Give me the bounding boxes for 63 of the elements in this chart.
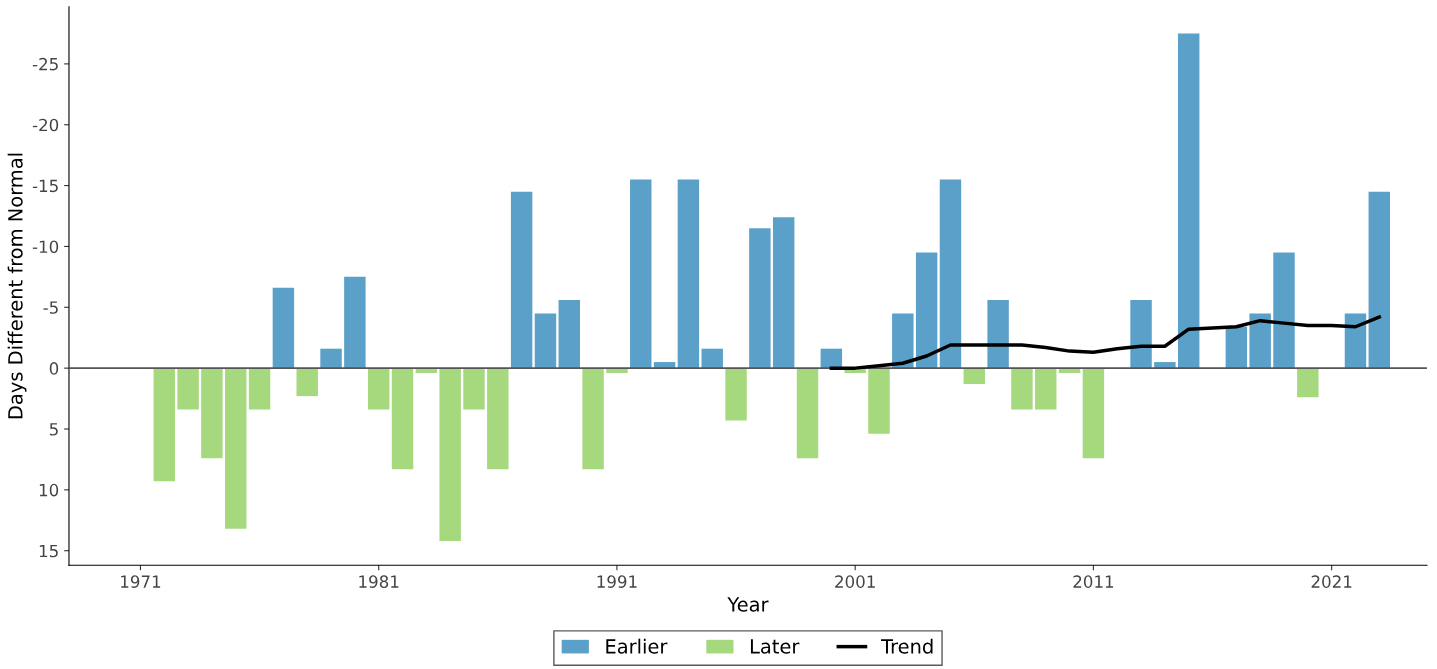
x-tick-label: 2001	[835, 575, 875, 588]
bar	[939, 179, 962, 369]
bar	[1130, 299, 1152, 369]
bar	[344, 276, 366, 369]
x-tick-label: 1991	[597, 575, 637, 588]
bar	[510, 191, 533, 369]
legend-label: Trend	[881, 638, 933, 654]
bar	[1225, 326, 1248, 369]
bar	[725, 368, 747, 421]
y-tick-label: 15	[39, 544, 58, 558]
bar	[1344, 313, 1367, 369]
bar	[367, 368, 390, 410]
bar	[558, 299, 580, 369]
bar	[534, 313, 557, 369]
bar	[391, 368, 414, 470]
bar	[177, 368, 199, 410]
bar	[1249, 313, 1271, 369]
bar	[487, 368, 509, 470]
y-tick-label: 10	[39, 483, 59, 497]
x-tick-label: 2021	[1311, 575, 1352, 588]
bar	[463, 368, 485, 410]
y-tick-label: -10	[32, 240, 59, 254]
y-tick-label: -25	[32, 57, 58, 71]
bar	[320, 348, 342, 369]
bar	[915, 252, 938, 369]
y-tick-label: 0	[49, 362, 59, 375]
bar	[772, 217, 795, 369]
y-tick-label: -15	[32, 179, 58, 193]
bar	[868, 368, 890, 434]
x-tick-label: 1981	[359, 575, 399, 588]
bar	[439, 368, 461, 541]
bar	[1273, 252, 1295, 369]
legend-label: Later	[750, 639, 800, 654]
bar	[153, 368, 175, 482]
y-tick-label: 5	[49, 423, 58, 436]
bar	[582, 368, 604, 470]
bar	[677, 179, 700, 369]
bar	[1368, 191, 1391, 369]
bar	[225, 368, 247, 529]
y-axis-title: Days Different from Normal	[7, 153, 27, 419]
bar	[987, 299, 1009, 369]
legend-label: Earlier	[606, 638, 668, 654]
x-tick-label: 1971	[121, 575, 161, 588]
bar	[630, 179, 652, 369]
bar	[296, 368, 318, 397]
bar	[1035, 368, 1057, 410]
bar	[272, 287, 295, 369]
bar	[963, 368, 986, 384]
x-axis-title: Year	[727, 597, 769, 612]
bar	[749, 228, 771, 369]
bar	[701, 348, 723, 369]
bar	[201, 368, 223, 459]
y-tick-label: -5	[43, 301, 58, 314]
y-tick-label: -20	[32, 118, 59, 132]
bar	[892, 313, 914, 369]
bar	[796, 368, 819, 459]
bar	[248, 368, 271, 410]
x-tick-label: 2011	[1073, 575, 1114, 588]
bar	[1297, 368, 1319, 398]
bar	[1011, 368, 1033, 410]
line-series	[829, 315, 1382, 370]
bar	[1177, 33, 1200, 369]
bar	[1082, 368, 1105, 459]
